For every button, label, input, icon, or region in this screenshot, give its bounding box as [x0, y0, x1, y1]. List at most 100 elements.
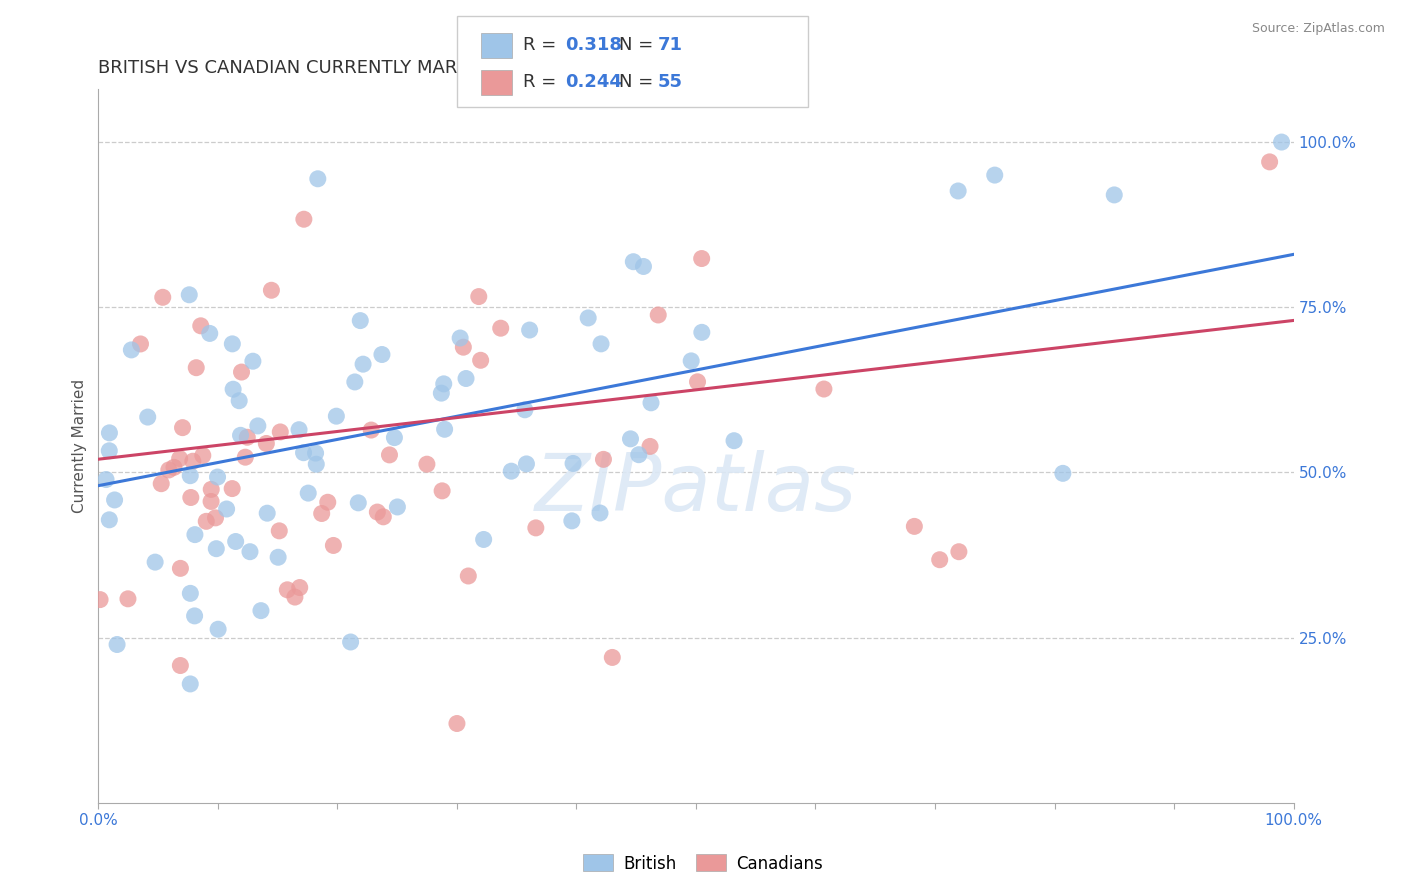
- Point: [184, 527, 207, 541]
- Point: [373, 509, 395, 524]
- Point: [430, 483, 453, 498]
- Point: [723, 434, 745, 448]
- Point: [292, 446, 315, 460]
- Point: [470, 353, 492, 368]
- Point: [524, 521, 547, 535]
- Point: [181, 454, 204, 468]
- Point: [316, 495, 339, 509]
- Text: 0.244: 0.244: [565, 73, 621, 91]
- Point: [453, 340, 475, 354]
- Point: [228, 393, 250, 408]
- Point: [250, 604, 273, 618]
- Point: [179, 468, 201, 483]
- Point: [233, 450, 256, 465]
- Point: [267, 550, 290, 565]
- Text: N =: N =: [619, 73, 658, 91]
- Point: [984, 168, 1007, 182]
- Point: [366, 505, 388, 519]
- Point: [433, 376, 456, 391]
- Point: [946, 184, 969, 198]
- Point: [169, 561, 191, 575]
- Point: [1258, 154, 1281, 169]
- Text: R =: R =: [523, 73, 562, 91]
- Point: [157, 463, 180, 477]
- Point: [172, 420, 194, 434]
- Point: [169, 658, 191, 673]
- Point: [229, 428, 252, 442]
- Point: [686, 375, 709, 389]
- Point: [903, 519, 925, 533]
- Point: [343, 375, 366, 389]
- Point: [239, 544, 262, 558]
- Text: R =: R =: [523, 37, 562, 54]
- Text: Source: ZipAtlas.com: Source: ZipAtlas.com: [1251, 22, 1385, 36]
- Point: [225, 534, 247, 549]
- Point: [371, 347, 394, 361]
- Point: [325, 409, 347, 424]
- Point: [454, 371, 477, 385]
- Point: [288, 581, 311, 595]
- Point: [205, 541, 228, 556]
- Point: [589, 336, 612, 351]
- Point: [387, 500, 409, 514]
- Point: [260, 283, 283, 297]
- Point: [457, 569, 479, 583]
- Point: [276, 582, 298, 597]
- Point: [647, 308, 669, 322]
- Point: [180, 491, 202, 505]
- Point: [183, 608, 205, 623]
- Point: [640, 396, 662, 410]
- Point: [519, 323, 541, 337]
- Point: [515, 457, 537, 471]
- Point: [501, 464, 523, 478]
- Point: [143, 555, 166, 569]
- Point: [236, 430, 259, 444]
- Point: [179, 287, 201, 301]
- Point: [449, 331, 471, 345]
- Point: [638, 439, 661, 453]
- Point: [472, 533, 495, 547]
- Point: [195, 514, 218, 528]
- Point: [292, 212, 315, 227]
- Point: [619, 432, 641, 446]
- Point: [690, 252, 713, 266]
- Point: [98, 443, 121, 458]
- Point: [1104, 188, 1126, 202]
- Point: [221, 482, 243, 496]
- Point: [105, 638, 128, 652]
- Point: [179, 586, 201, 600]
- Point: [928, 552, 950, 566]
- Point: [94, 473, 117, 487]
- Point: [1052, 467, 1074, 481]
- Point: [360, 423, 382, 437]
- Point: [169, 451, 191, 466]
- Point: [305, 457, 328, 471]
- Point: [322, 538, 344, 552]
- Point: [384, 431, 406, 445]
- Text: 71: 71: [658, 37, 683, 54]
- Point: [813, 382, 835, 396]
- Point: [621, 254, 644, 268]
- Point: [242, 354, 264, 368]
- Point: [103, 492, 125, 507]
- Point: [562, 457, 585, 471]
- Point: [246, 418, 269, 433]
- Point: [190, 318, 212, 333]
- Point: [179, 677, 201, 691]
- Point: [347, 496, 370, 510]
- Point: [339, 635, 361, 649]
- Point: [89, 592, 111, 607]
- Point: [489, 321, 512, 335]
- Point: [304, 446, 326, 460]
- Point: [627, 448, 650, 462]
- Point: [430, 386, 453, 401]
- Text: 55: 55: [658, 73, 683, 91]
- Point: [221, 337, 243, 351]
- Point: [576, 310, 599, 325]
- Point: [120, 343, 142, 357]
- Point: [186, 360, 208, 375]
- Point: [468, 289, 491, 303]
- Point: [231, 365, 253, 379]
- Point: [349, 313, 371, 327]
- Point: [191, 449, 214, 463]
